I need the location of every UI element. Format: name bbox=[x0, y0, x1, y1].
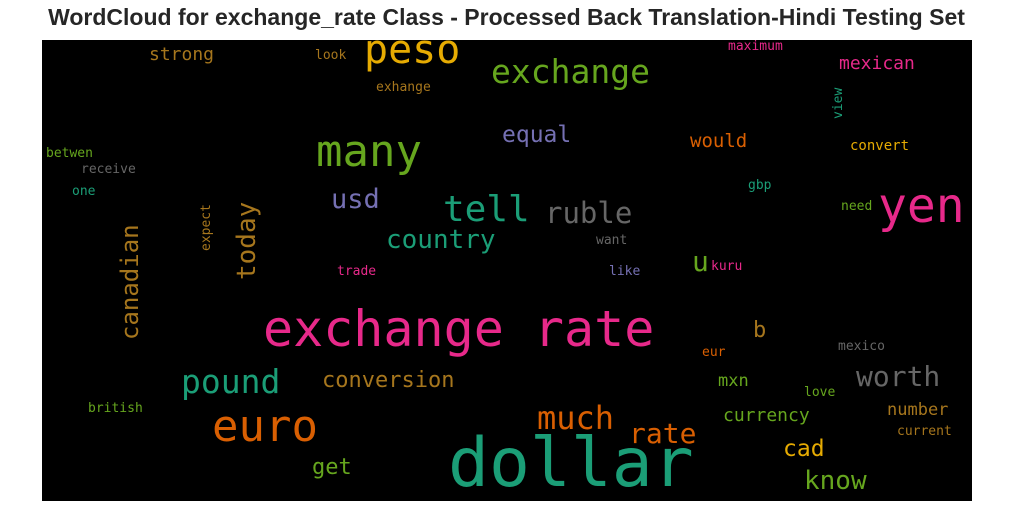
word-dollar: dollar bbox=[448, 424, 694, 501]
word-worth: worth bbox=[856, 360, 941, 393]
word-exchange-rate: exchange rate bbox=[263, 300, 655, 358]
word-b: b bbox=[753, 318, 767, 343]
word-convert: convert bbox=[850, 138, 910, 154]
word-u: u bbox=[692, 245, 709, 278]
word-euro: euro bbox=[212, 401, 318, 452]
word-mxn: mxn bbox=[718, 371, 749, 391]
word-current: current bbox=[897, 424, 952, 439]
word-maximum: maximum bbox=[728, 40, 783, 54]
word-kuru: kuru bbox=[711, 259, 743, 274]
word-country: country bbox=[386, 225, 496, 255]
word-get: get bbox=[312, 455, 352, 480]
chart-title: WordCloud for exchange_rate Class - Proc… bbox=[48, 4, 965, 30]
word-view: view bbox=[831, 87, 846, 119]
word-cloud: exchange rate dollar peso exchange many … bbox=[42, 40, 972, 501]
word-canadian: canadian bbox=[116, 224, 144, 340]
word-strong: strong bbox=[149, 44, 215, 65]
word-exhange: exhange bbox=[376, 80, 431, 95]
word-ruble: ruble bbox=[545, 196, 633, 230]
word-betwen: betwen bbox=[46, 146, 93, 161]
word-love: love bbox=[804, 385, 836, 400]
word-much: much bbox=[537, 399, 615, 437]
word-usd: usd bbox=[331, 184, 380, 215]
word-expect: expect bbox=[199, 204, 214, 251]
word-tell: tell bbox=[443, 189, 530, 230]
word-like: like bbox=[609, 264, 641, 279]
word-many: many bbox=[316, 126, 422, 177]
word-would: would bbox=[690, 130, 748, 152]
word-eur: eur bbox=[702, 345, 726, 360]
word-conversion: conversion bbox=[322, 368, 455, 393]
word-receive: receive bbox=[81, 162, 136, 177]
word-pound: pound bbox=[181, 362, 281, 401]
word-look: look bbox=[315, 48, 347, 63]
word-need: need bbox=[841, 199, 873, 214]
word-peso: peso bbox=[364, 40, 461, 73]
word-exchange: exchange bbox=[491, 52, 650, 91]
word-know: know bbox=[804, 466, 867, 496]
word-mexican: mexican bbox=[839, 53, 915, 74]
word-mexico: mexico bbox=[838, 339, 885, 354]
word-british: british bbox=[88, 401, 143, 416]
word-today: today bbox=[232, 201, 262, 280]
word-trade: trade bbox=[337, 264, 377, 279]
word-gbp: gbp bbox=[748, 178, 772, 193]
word-number: number bbox=[887, 400, 949, 420]
word-yen: yen bbox=[878, 178, 965, 234]
word-want: want bbox=[596, 233, 628, 248]
word-rate: rate bbox=[629, 417, 697, 450]
word-currency: currency bbox=[723, 405, 810, 426]
word-one: one bbox=[72, 184, 96, 199]
word-equal: equal bbox=[502, 122, 572, 148]
word-cad: cad bbox=[783, 436, 825, 462]
